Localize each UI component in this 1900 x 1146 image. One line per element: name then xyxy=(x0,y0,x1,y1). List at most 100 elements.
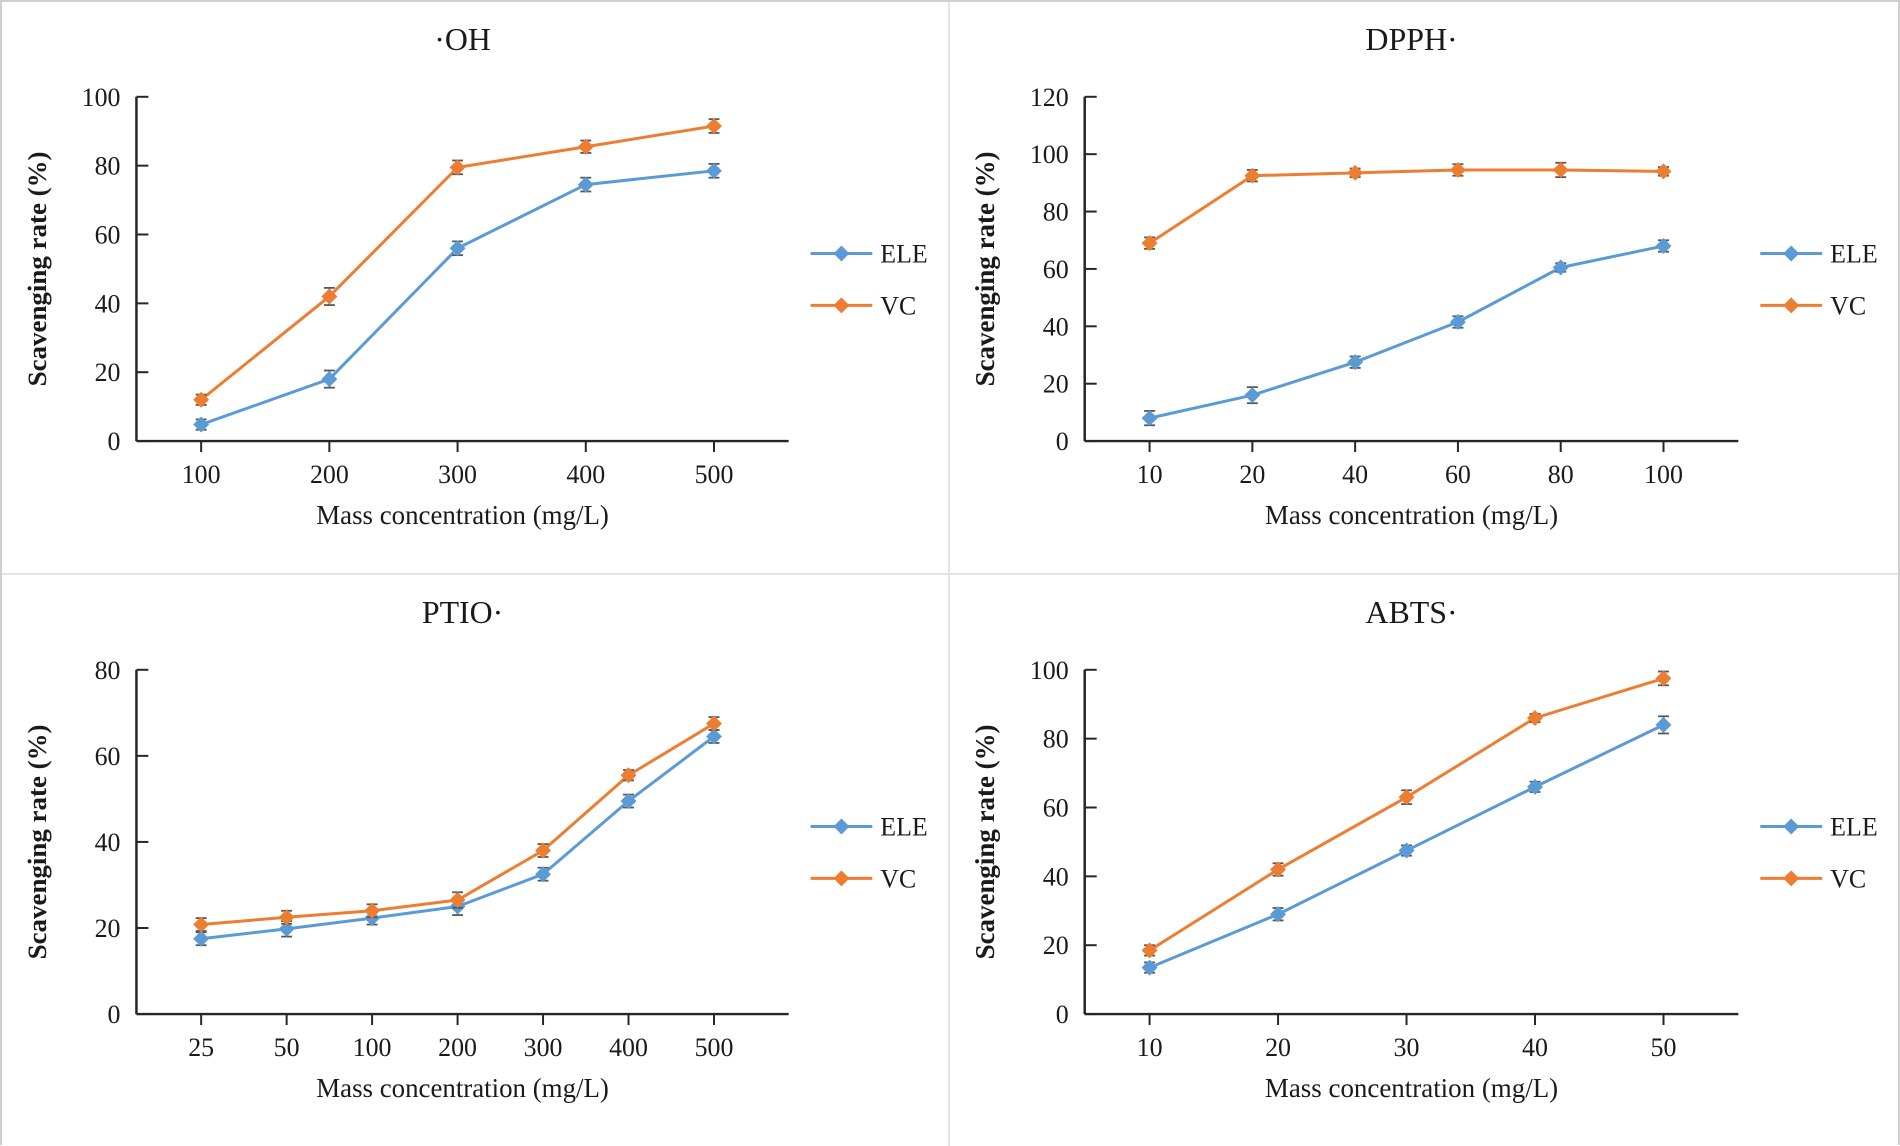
y-tick-label: 0 xyxy=(1056,427,1069,456)
x-tick-label: 200 xyxy=(438,1033,477,1062)
y-tick-label: 80 xyxy=(1043,724,1069,753)
axes xyxy=(1083,96,1739,443)
chart-title: ·OH xyxy=(434,22,491,57)
data-point-marker-vc xyxy=(321,288,338,305)
data-point-marker-ele xyxy=(449,240,466,257)
error-bars-vc xyxy=(1144,670,1669,957)
chart-title: ABTS· xyxy=(1365,595,1457,630)
data-point-marker-vc xyxy=(449,891,466,908)
chart-canvas-dpph: DPPH· 0 20 40 60 80 100 120 10 20 40 60 80 100 Mass co… xyxy=(970,22,1878,530)
chart-panel-dpph: DPPH· 0 20 40 60 80 100 120 10 20 40 60 80 100 Mass co… xyxy=(950,2,1898,575)
y-tick-label: 80 xyxy=(1043,198,1069,227)
legend-marker-vc xyxy=(1783,297,1800,314)
data-point-marker-ele xyxy=(577,176,594,193)
data-point-marker-ele xyxy=(1244,387,1261,404)
chart-canvas-oh: ·OH 0 20 40 60 80 100 100 200 300 400 500 Mass conce… xyxy=(22,22,928,530)
series-line-ele xyxy=(200,169,715,426)
legend-label-ele: ELE xyxy=(880,239,927,268)
y-tick-label: 60 xyxy=(95,220,121,249)
x-tick-label: 25 xyxy=(188,1033,214,1062)
series-line-vc xyxy=(1148,676,1664,952)
data-point-marker-ele xyxy=(706,728,722,745)
x-tick-label: 100 xyxy=(182,460,221,489)
legend-marker-vc xyxy=(833,870,850,887)
data-point-marker-ele xyxy=(706,162,722,179)
data-point-marker-vc xyxy=(1655,163,1672,180)
data-point-marker-vc xyxy=(1141,235,1158,252)
y-tick-label: 0 xyxy=(108,1000,121,1029)
legend-marker-ele xyxy=(833,245,850,262)
x-axis-label: Mass concentration (mg/L) xyxy=(316,500,609,530)
legend-marker-vc xyxy=(833,297,850,314)
data-point-marker-ele xyxy=(1552,259,1569,276)
x-tick-label: 400 xyxy=(566,460,605,489)
x-tick-label: 20 xyxy=(1265,1033,1291,1062)
data-point-marker-ele xyxy=(1398,842,1415,859)
x-tick-label: 10 xyxy=(1137,460,1163,489)
data-point-marker-vc xyxy=(193,916,210,933)
legend: ELE VC xyxy=(810,239,928,320)
data-point-marker-vc xyxy=(1552,161,1569,178)
axes xyxy=(1083,669,1739,1016)
data-point-marker-ele xyxy=(1449,314,1466,330)
legend-marker-ele xyxy=(1783,245,1800,262)
x-tick-label: 20 xyxy=(1239,460,1265,489)
data-point-marker-ele xyxy=(321,371,338,388)
y-axis-label: Scavenging rate (%) xyxy=(970,151,1000,386)
data-point-marker-ele xyxy=(1655,237,1672,254)
y-tick-label: 40 xyxy=(1043,312,1069,341)
data-point-marker-vc xyxy=(1347,164,1364,181)
legend-marker-ele xyxy=(833,818,850,835)
y-tick-label: 80 xyxy=(95,656,121,685)
data-point-marker-vc xyxy=(278,909,295,926)
y-tick-label: 20 xyxy=(1043,931,1069,960)
y-tick-label: 20 xyxy=(95,914,121,943)
x-axis-label: Mass concentration (mg/L) xyxy=(1265,500,1558,530)
x-tick-label: 30 xyxy=(1394,1033,1420,1062)
x-tick-label: 200 xyxy=(310,460,349,489)
data-point-marker-vc xyxy=(706,118,722,135)
y-tick-label: 100 xyxy=(82,83,121,112)
data-point-marker-vc xyxy=(706,715,722,732)
error-bars-ele xyxy=(195,163,720,431)
data-point-marker-ele xyxy=(193,416,210,433)
data-point-marker-vc xyxy=(449,159,466,176)
y-tick-label: 100 xyxy=(1030,656,1069,685)
legend-label-ele: ELE xyxy=(1830,239,1878,268)
legend-label-vc: VC xyxy=(880,291,916,320)
x-tick-label: 10 xyxy=(1137,1033,1163,1062)
chart-panel-ptio: PTIO· 0 20 40 60 80 25 50 100 200 300 400 500 Mass co… xyxy=(2,574,950,1146)
y-tick-label: 120 xyxy=(1030,83,1069,112)
data-point-marker-vc xyxy=(1398,788,1415,805)
y-tick-label: 20 xyxy=(1043,370,1069,399)
legend-label-vc: VC xyxy=(1830,291,1866,320)
y-tick-label: 40 xyxy=(1043,862,1069,891)
y-tick-label: 60 xyxy=(95,742,121,771)
y-axis-label: Scavenging rate (%) xyxy=(22,724,52,959)
data-point-marker-vc xyxy=(1449,161,1466,178)
data-point-marker-ele xyxy=(1141,410,1158,427)
series-line-ele xyxy=(1149,244,1664,420)
legend: ELE VC xyxy=(810,812,928,893)
x-tick-label: 500 xyxy=(695,1033,734,1062)
y-tick-label: 60 xyxy=(1043,255,1069,284)
data-point-marker-ele xyxy=(1527,778,1543,795)
data-point-marker-ele xyxy=(1347,354,1364,371)
axes xyxy=(135,96,789,443)
y-tick-label: 0 xyxy=(108,427,121,456)
data-point-marker-vc xyxy=(1655,670,1672,687)
y-tick-label: 40 xyxy=(95,828,121,857)
chart-title: PTIO· xyxy=(422,595,503,630)
data-point-marker-vc xyxy=(1527,709,1543,726)
data-point-marker-ele xyxy=(193,930,210,947)
x-tick-label: 300 xyxy=(438,460,477,489)
data-point-marker-vc xyxy=(1244,167,1261,184)
legend: ELE VC xyxy=(1760,812,1878,893)
y-tick-label: 60 xyxy=(1043,793,1069,822)
data-point-marker-vc xyxy=(577,138,594,155)
x-tick-label: 40 xyxy=(1342,460,1368,489)
error-bars-vc xyxy=(1144,161,1669,250)
y-tick-label: 0 xyxy=(1056,1000,1069,1029)
chart-title: DPPH· xyxy=(1365,22,1457,57)
